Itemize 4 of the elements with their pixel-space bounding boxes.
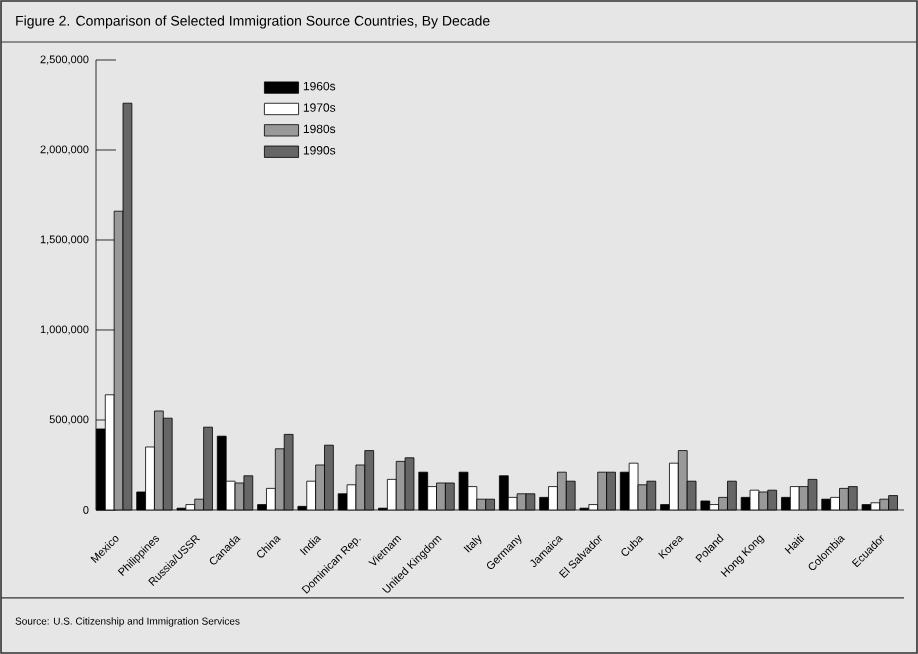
bar (749, 489, 760, 511)
bar (234, 482, 245, 511)
bar (628, 462, 639, 511)
bar (789, 486, 800, 511)
